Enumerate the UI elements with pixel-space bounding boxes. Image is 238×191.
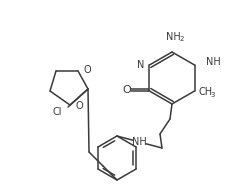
Text: 3: 3 bbox=[211, 92, 215, 98]
Text: O: O bbox=[75, 101, 83, 111]
Text: O: O bbox=[83, 65, 91, 75]
Text: O: O bbox=[122, 85, 131, 95]
Text: NH: NH bbox=[166, 32, 180, 42]
Text: 2: 2 bbox=[180, 36, 184, 42]
Text: CH: CH bbox=[198, 87, 213, 97]
Text: NH: NH bbox=[206, 57, 220, 67]
Text: Cl: Cl bbox=[53, 107, 62, 117]
Text: NH: NH bbox=[132, 137, 147, 147]
Text: N: N bbox=[137, 60, 144, 70]
